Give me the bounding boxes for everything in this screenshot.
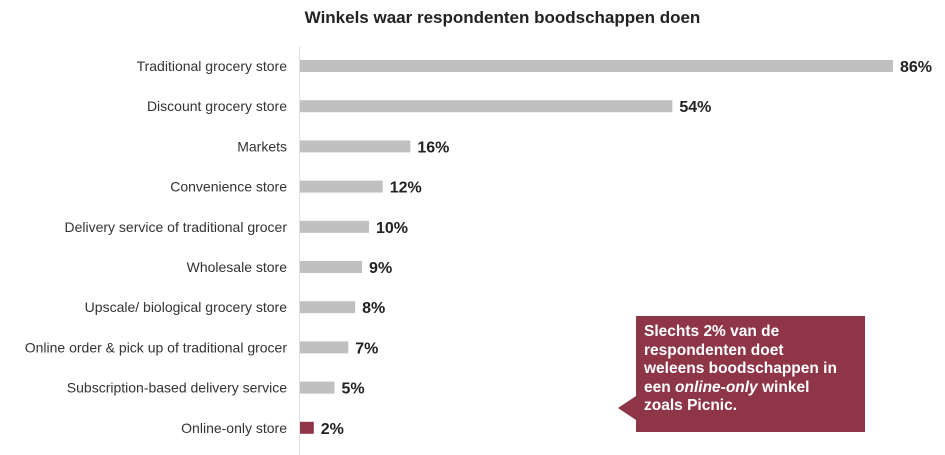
data-label: 16% [417,139,449,156]
data-label: 7% [355,340,378,357]
data-label: 8% [362,300,385,317]
bar [300,301,356,314]
data-label: 86% [900,59,932,76]
callout-line: zoals Picnic. [644,397,738,414]
bar [300,140,411,153]
callout-text: winkel [757,378,810,396]
data-label: 12% [390,180,422,197]
data-label: 10% [376,220,408,237]
category-label: Discount grocery store [147,98,287,114]
callout-emphasis: online-only [675,378,758,396]
callout-line: een online-only winkel [644,379,857,398]
category-label: Delivery service of traditional grocer [64,219,287,235]
bar [300,180,383,193]
bar [300,381,335,394]
category-label: Convenience store [170,179,287,195]
data-label: 9% [369,260,392,277]
callout-line: respondenten doet [644,341,784,359]
callout-box: Slechts 2% van de respondenten doet wele… [618,316,865,432]
callout-line: weleens boodschappen in [644,360,837,377]
bar [300,220,369,233]
data-label: 5% [341,381,364,398]
category-label: Online order & pick up of traditional gr… [25,339,288,355]
bar [300,60,893,72]
callout-text: een [644,378,676,396]
category-label: Traditional grocery store [137,58,288,74]
category-label: Subscription-based delivery service [67,380,287,396]
category-label: Upscale/ biological grocery store [85,299,288,315]
chart-title: Winkels waar respondenten boodschappen d… [304,8,701,27]
data-label: 2% [321,421,344,438]
bar [300,261,363,273]
category-label: Markets [237,138,287,154]
data-label: 54% [679,99,711,116]
bar [300,421,314,434]
callout-line: Slechts 2% van de [644,323,780,340]
bar [300,341,349,354]
category-label: Online-only store [181,420,287,436]
category-label: Wholesale store [187,259,288,275]
bar [300,100,673,113]
